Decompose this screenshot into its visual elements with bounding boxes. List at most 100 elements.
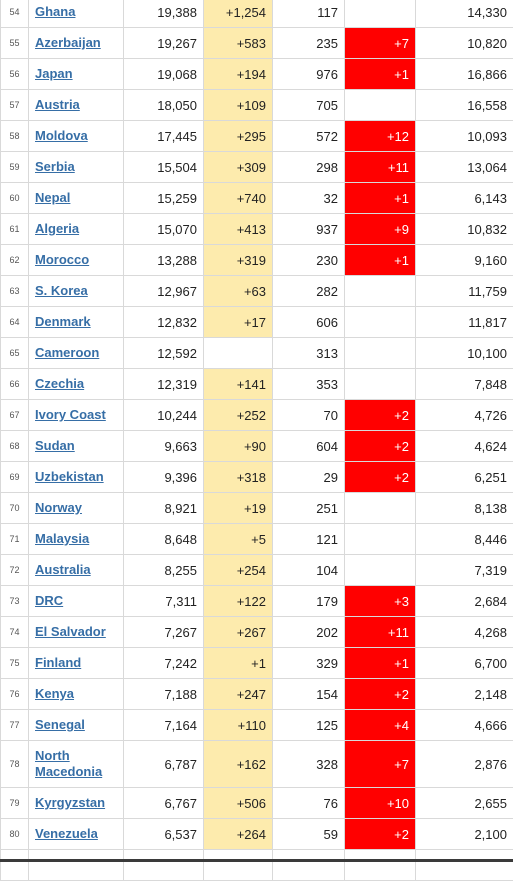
new-deaths-cell: +11 <box>345 617 416 648</box>
country-link[interactable]: Japan <box>35 66 73 81</box>
new-deaths-cell: +7 <box>345 28 416 59</box>
total-cases-cell: 12,832 <box>124 307 204 338</box>
country-cell: Australia <box>29 555 124 586</box>
total-cases-cell: 7,267 <box>124 617 204 648</box>
total-cases-cell: 15,259 <box>124 183 204 214</box>
country-link[interactable]: Ghana <box>35 4 75 19</box>
total-recovered-cell: 7,319 <box>416 555 513 586</box>
country-cell: DRC <box>29 586 124 617</box>
total-cases-cell <box>124 850 204 881</box>
country-cell: North Macedonia <box>29 741 124 788</box>
country-link[interactable]: Denmark <box>35 314 91 329</box>
new-deaths-cell <box>345 850 416 881</box>
country-link[interactable]: Morocco <box>35 252 89 267</box>
rank-cell: 65 <box>1 338 29 369</box>
total-recovered-cell: 2,655 <box>416 788 513 819</box>
country-link[interactable]: Malaysia <box>35 531 89 546</box>
total-recovered-cell: 6,251 <box>416 462 513 493</box>
total-recovered-cell: 9,160 <box>416 245 513 276</box>
total-deaths-cell: 604 <box>273 431 345 462</box>
new-cases-cell: +5 <box>204 524 273 555</box>
rank-cell: 58 <box>1 121 29 152</box>
country-link[interactable]: Australia <box>35 562 91 577</box>
country-link[interactable]: Kenya <box>35 686 74 701</box>
rank-cell: 64 <box>1 307 29 338</box>
new-deaths-cell <box>345 369 416 400</box>
new-cases-cell <box>204 850 273 881</box>
country-link[interactable]: Azerbaijan <box>35 35 101 50</box>
country-link[interactable]: Nepal <box>35 190 70 205</box>
total-deaths-cell: 328 <box>273 741 345 788</box>
country-link[interactable]: Sudan <box>35 438 75 453</box>
total-cases-cell: 9,396 <box>124 462 204 493</box>
total-recovered-cell: 8,138 <box>416 493 513 524</box>
total-recovered-cell: 4,726 <box>416 400 513 431</box>
country-link[interactable]: Algeria <box>35 221 79 236</box>
new-deaths-cell: +4 <box>345 710 416 741</box>
total-recovered-cell: 4,268 <box>416 617 513 648</box>
country-link[interactable]: S. Korea <box>35 283 88 298</box>
new-cases-cell: +141 <box>204 369 273 400</box>
new-deaths-cell <box>345 493 416 524</box>
country-link[interactable]: Uzbekistan <box>35 469 104 484</box>
country-link[interactable]: Venezuela <box>35 826 98 841</box>
rank-cell: 79 <box>1 788 29 819</box>
rank-cell: 72 <box>1 555 29 586</box>
total-recovered-cell: 10,820 <box>416 28 513 59</box>
country-link[interactable]: DRC <box>35 593 63 608</box>
rank-cell: 76 <box>1 679 29 710</box>
country-link[interactable]: Ivory Coast <box>35 407 106 422</box>
total-deaths-cell: 976 <box>273 59 345 90</box>
total-deaths-cell: 282 <box>273 276 345 307</box>
country-link[interactable]: Senegal <box>35 717 85 732</box>
total-recovered-cell: 8,446 <box>416 524 513 555</box>
rank-cell: 70 <box>1 493 29 524</box>
new-deaths-cell: +1 <box>345 59 416 90</box>
country-link[interactable]: Austria <box>35 97 80 112</box>
new-deaths-cell <box>345 307 416 338</box>
total-deaths-cell: 125 <box>273 710 345 741</box>
total-deaths-cell: 606 <box>273 307 345 338</box>
new-deaths-cell: +1 <box>345 183 416 214</box>
new-cases-cell: +318 <box>204 462 273 493</box>
total-cases-cell: 12,592 <box>124 338 204 369</box>
new-cases-cell: +90 <box>204 431 273 462</box>
total-cases-cell: 8,648 <box>124 524 204 555</box>
rank-cell: 73 <box>1 586 29 617</box>
rank-cell: 67 <box>1 400 29 431</box>
new-cases-cell: +162 <box>204 741 273 788</box>
rank-cell <box>1 850 29 881</box>
rank-cell: 56 <box>1 59 29 90</box>
country-link[interactable]: Finland <box>35 655 81 670</box>
rank-cell: 74 <box>1 617 29 648</box>
total-recovered-cell: 11,759 <box>416 276 513 307</box>
new-cases-cell: +583 <box>204 28 273 59</box>
country-link[interactable]: Cameroon <box>35 345 99 360</box>
new-deaths-cell: +9 <box>345 214 416 245</box>
rank-cell: 55 <box>1 28 29 59</box>
total-cases-cell: 9,663 <box>124 431 204 462</box>
total-deaths-cell: 202 <box>273 617 345 648</box>
total-cases-cell: 7,242 <box>124 648 204 679</box>
rank-cell: 60 <box>1 183 29 214</box>
country-link[interactable]: Czechia <box>35 376 84 391</box>
country-link[interactable]: Kyrgyzstan <box>35 795 105 810</box>
rank-cell: 62 <box>1 245 29 276</box>
country-link[interactable]: El Salvador <box>35 624 106 639</box>
country-link[interactable]: Moldova <box>35 128 88 143</box>
country-link[interactable]: Norway <box>35 500 82 515</box>
new-cases-cell: +122 <box>204 586 273 617</box>
new-cases-cell: +506 <box>204 788 273 819</box>
country-link[interactable]: North Macedonia <box>35 748 102 779</box>
total-recovered-cell: 2,876 <box>416 741 513 788</box>
country-link[interactable]: Serbia <box>35 159 75 174</box>
